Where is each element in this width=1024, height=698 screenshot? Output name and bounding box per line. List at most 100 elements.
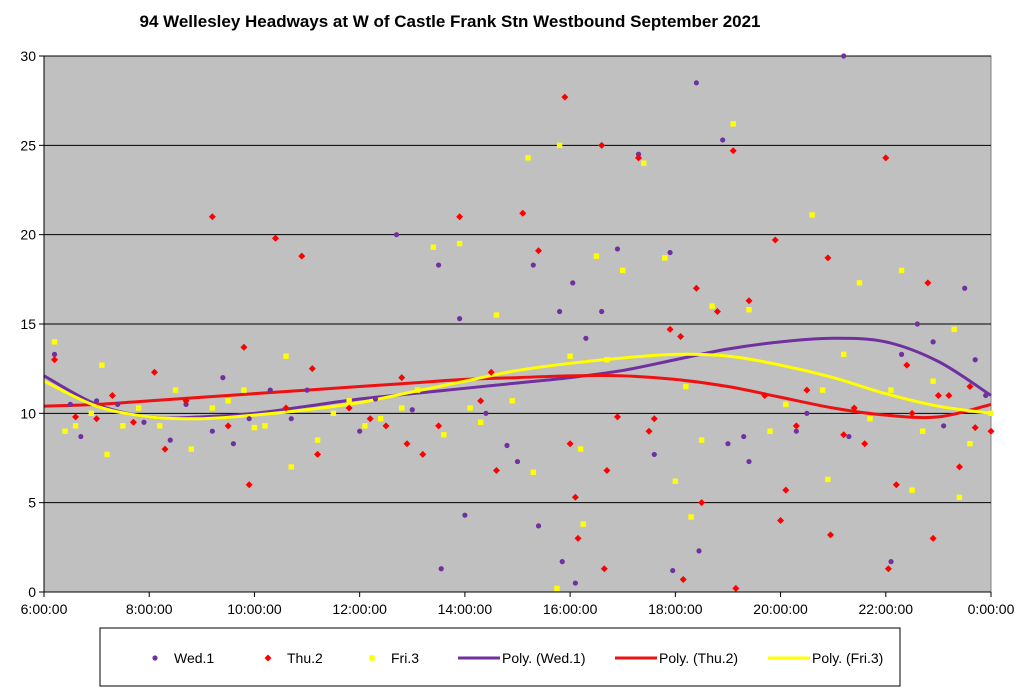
data-point-fri-3 bbox=[825, 476, 831, 483]
data-point-thu-2 bbox=[435, 422, 443, 430]
data-point-fri-3 bbox=[567, 353, 573, 359]
data-point-thu-2 bbox=[679, 575, 687, 583]
data-point-fri-3 bbox=[783, 401, 789, 408]
data-point-thu-2 bbox=[761, 391, 769, 399]
legend-label: Poly. (Wed.1) bbox=[502, 650, 586, 666]
data-point-thu-2 bbox=[51, 356, 59, 364]
data-point-thu-2 bbox=[850, 404, 858, 412]
legend-swatch bbox=[369, 655, 375, 661]
data-point-fri-3 bbox=[840, 351, 847, 358]
data-point-thu-2 bbox=[382, 422, 390, 430]
data-point-thu-2 bbox=[792, 422, 800, 430]
data-point-thu-2 bbox=[840, 431, 848, 439]
data-point-fri-3 bbox=[683, 383, 689, 390]
data-point-wed-1 bbox=[514, 458, 521, 465]
data-point-thu-2 bbox=[924, 279, 932, 287]
data-point-wed-1 bbox=[393, 232, 400, 238]
data-point-thu-2 bbox=[666, 325, 674, 333]
data-point-wed-1 bbox=[572, 580, 578, 586]
data-point-wed-1 bbox=[504, 442, 510, 449]
data-point-thu-2 bbox=[566, 440, 574, 448]
data-point-wed-1 bbox=[972, 357, 978, 363]
data-point-fri-3 bbox=[930, 378, 936, 384]
data-point-wed-1 bbox=[898, 351, 905, 357]
data-point-wed-1 bbox=[183, 401, 189, 407]
data-point-thu-2 bbox=[650, 415, 658, 423]
data-point-fri-3 bbox=[530, 469, 536, 475]
data-point-fri-3 bbox=[441, 432, 447, 438]
data-point-fri-3 bbox=[641, 160, 647, 166]
data-point-thu-2 bbox=[308, 365, 316, 373]
data-point-fri-3 bbox=[378, 415, 384, 422]
data-point-thu-2 bbox=[966, 383, 974, 391]
data-point-fri-3 bbox=[856, 280, 863, 286]
data-point-wed-1 bbox=[483, 410, 489, 416]
data-point-fri-3 bbox=[620, 267, 626, 274]
data-point-thu-2 bbox=[861, 440, 869, 448]
data-point-wed-1 bbox=[888, 559, 894, 565]
y-tick-label: 5 bbox=[28, 495, 36, 511]
data-point-thu-2 bbox=[224, 422, 232, 430]
trend-line-6 bbox=[43, 352, 992, 421]
data-point-fri-3 bbox=[593, 253, 600, 259]
data-point-fri-3 bbox=[362, 423, 368, 429]
data-point-wed-1 bbox=[635, 151, 642, 157]
data-point-thu-2 bbox=[245, 481, 253, 489]
data-point-wed-1 bbox=[457, 316, 463, 322]
legend-label: Wed.1 bbox=[174, 650, 214, 666]
data-point-fri-3 bbox=[767, 428, 773, 434]
data-point-fri-3 bbox=[672, 478, 679, 484]
data-point-wed-1 bbox=[304, 387, 310, 393]
x-tick-label: 0:00:00 bbox=[968, 601, 1015, 617]
y-tick-label: 25 bbox=[20, 137, 36, 153]
data-point-thu-2 bbox=[208, 213, 216, 221]
data-point-wed-1 bbox=[693, 80, 699, 86]
legend-label: Poly. (Fri.3) bbox=[812, 650, 883, 666]
data-point-wed-1 bbox=[115, 401, 121, 407]
data-point-thu-2 bbox=[492, 467, 500, 475]
data-point-wed-1 bbox=[741, 433, 747, 440]
data-point-thu-2 bbox=[934, 391, 942, 399]
data-point-thu-2 bbox=[129, 418, 137, 426]
data-point-wed-1 bbox=[930, 339, 936, 345]
x-tick-label: 12:00:00 bbox=[332, 601, 387, 617]
gridlines bbox=[44, 55, 991, 504]
data-point-wed-1 bbox=[725, 441, 731, 447]
data-point-fri-3 bbox=[809, 212, 815, 218]
data-point-fri-3 bbox=[346, 398, 352, 404]
data-point-fri-3 bbox=[283, 353, 289, 359]
data-point-wed-1 bbox=[667, 249, 673, 256]
data-point-thu-2 bbox=[929, 534, 937, 542]
data-point-wed-1 bbox=[409, 407, 415, 413]
x-tick-label: 16:00:00 bbox=[543, 601, 598, 617]
data-point-thu-2 bbox=[827, 531, 835, 539]
y-tick-label: 10 bbox=[20, 405, 36, 421]
data-point-thu-2 bbox=[345, 404, 353, 412]
data-points bbox=[51, 53, 995, 592]
data-point-thu-2 bbox=[161, 445, 169, 453]
data-point-thu-2 bbox=[824, 254, 832, 262]
data-point-thu-2 bbox=[93, 415, 101, 423]
y-tick-label: 30 bbox=[20, 48, 36, 64]
data-point-fri-3 bbox=[746, 307, 752, 313]
data-point-thu-2 bbox=[150, 368, 158, 376]
chart-title: 94 Wellesley Headways at W of Castle Fra… bbox=[139, 12, 761, 31]
data-point-thu-2 bbox=[314, 450, 322, 458]
data-point-fri-3 bbox=[72, 423, 79, 429]
data-point-thu-2 bbox=[892, 481, 900, 489]
data-point-fri-3 bbox=[399, 405, 405, 411]
data-point-fri-3 bbox=[951, 326, 957, 333]
data-point-thu-2 bbox=[732, 584, 740, 592]
data-point-thu-2 bbox=[745, 297, 753, 305]
data-point-fri-3 bbox=[556, 142, 563, 149]
data-point-wed-1 bbox=[246, 416, 252, 422]
data-point-fri-3 bbox=[136, 405, 142, 411]
data-point-thu-2 bbox=[271, 234, 279, 242]
data-point-wed-1 bbox=[914, 321, 920, 327]
data-point-fri-3 bbox=[251, 424, 258, 431]
data-point-fri-3 bbox=[209, 405, 216, 411]
data-point-thu-2 bbox=[955, 463, 963, 471]
data-point-fri-3 bbox=[225, 398, 231, 404]
data-point-fri-3 bbox=[662, 255, 668, 261]
